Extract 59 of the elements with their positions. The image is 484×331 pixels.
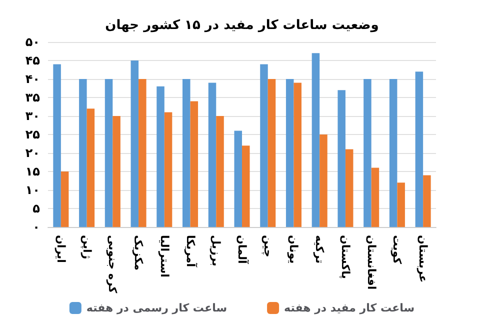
x-tick-label: چین	[261, 235, 274, 258]
bar	[138, 79, 146, 227]
x-tick-label: برزیل	[210, 235, 223, 266]
y-tick-label: ۳۵	[25, 90, 40, 104]
y-tick-label: ۴۵	[25, 54, 40, 68]
bar	[397, 182, 405, 227]
bar	[234, 130, 242, 227]
bar	[389, 79, 398, 227]
y-tick-label: ۲۰	[25, 146, 40, 160]
x-tick-label: مکزیک	[132, 235, 146, 270]
bar	[294, 82, 302, 227]
bar	[104, 79, 113, 227]
bar	[112, 116, 120, 227]
bar	[320, 134, 328, 227]
x-tick-label: استرالیا	[158, 235, 171, 278]
x-tick-label: عربستان	[416, 235, 430, 283]
bar	[286, 79, 294, 227]
y-tick-label: ۱۰	[25, 183, 40, 197]
y-tick-label: ۳۰	[25, 109, 40, 123]
bar	[60, 172, 69, 227]
y-tick-label: ۴۰	[25, 72, 40, 86]
legend-label: ساعت کار رسمی در هفته	[86, 302, 228, 314]
bar	[164, 112, 172, 227]
bar	[268, 79, 276, 227]
bar	[338, 90, 346, 227]
chart-title: وضعیت ساعات کار مفید در ۱۵ کشور جهان	[105, 18, 379, 33]
x-tick-label: کره جنوبی	[106, 235, 120, 294]
bar	[156, 86, 164, 227]
x-tick-label: پاکستان	[338, 235, 352, 279]
x-tick-label: یونان	[287, 235, 300, 264]
bar	[371, 168, 380, 227]
bar	[79, 79, 87, 227]
y-tick-label: ۵۰	[25, 35, 40, 49]
bar	[364, 79, 372, 227]
x-tick-label: ایران	[54, 235, 68, 263]
bar	[208, 82, 216, 227]
y-tick-label: ۱۵	[25, 164, 40, 178]
x-tick-label: ترکیه	[313, 235, 326, 264]
y-tick-label: ۰	[32, 220, 40, 234]
y-tick-label: ۵	[32, 202, 40, 216]
bar	[345, 149, 354, 227]
x-tick-label: افغانستان	[364, 235, 378, 290]
x-tick-label: ژاپن	[80, 235, 94, 260]
y-tick-label: ۲۵	[25, 128, 40, 142]
bar	[423, 175, 431, 227]
x-tick-label: کویت	[390, 235, 404, 265]
bar	[242, 146, 250, 227]
x-tick-label: آمریکا	[184, 235, 198, 268]
bar	[216, 116, 224, 227]
bar	[53, 64, 61, 227]
bar	[182, 79, 190, 227]
bar	[260, 64, 268, 227]
bar	[130, 60, 139, 227]
bar	[190, 101, 198, 227]
legend-label: ساعت کار مفید در هفته	[284, 302, 415, 314]
x-tick-label: آلمان	[236, 235, 250, 264]
bar	[415, 72, 424, 227]
bar	[312, 53, 320, 227]
bar	[86, 108, 95, 227]
